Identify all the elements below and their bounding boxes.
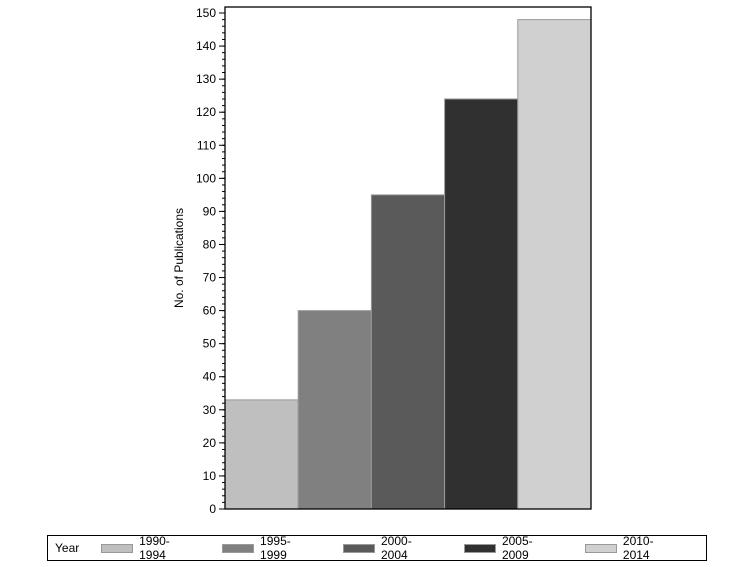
y-tick-label: 60: [203, 304, 217, 318]
legend-item: 1990-1994: [101, 534, 196, 562]
legend-swatch: [464, 543, 496, 553]
bar-2005-2009: [444, 98, 519, 510]
legend-label: 2005-2009: [501, 534, 533, 562]
legend-label: 1995-1999: [260, 534, 291, 562]
bar-1990-1994: [224, 399, 299, 510]
y-tick-label: 120: [196, 105, 216, 119]
y-tick-label: 90: [203, 204, 217, 218]
y-tick-label: 40: [203, 370, 217, 384]
bar-2000-2004: [370, 194, 446, 510]
legend-label: 1990-1994: [139, 534, 170, 562]
y-tick-label: 130: [196, 72, 216, 86]
y-tick-label: 20: [203, 436, 217, 450]
legend-item: 2000-2004: [343, 534, 438, 562]
legend-item: 2010-2014: [585, 534, 680, 562]
legend-swatch: [222, 543, 255, 553]
y-tick-label: 0: [209, 502, 216, 516]
y-tick-label: 140: [196, 39, 216, 53]
y-tick-label: 80: [203, 237, 217, 251]
bar-1995-1999: [297, 310, 372, 510]
legend-item: 2005-2009: [464, 534, 559, 562]
bar-2010-2014: [517, 19, 592, 510]
y-tick-label: 100: [196, 171, 216, 185]
y-axis-label: No. of Publications: [172, 208, 186, 308]
legend-item: 1995-1999: [222, 534, 317, 562]
y-tick-label: 110: [197, 138, 216, 152]
y-tick-label: 150: [196, 6, 216, 20]
y-tick-label: 70: [203, 271, 217, 285]
y-tick-label: 50: [203, 337, 217, 351]
legend-title: Year: [55, 541, 80, 555]
legend-label: 2000-2004: [381, 534, 412, 562]
y-tick-label: 10: [203, 469, 217, 483]
legend-swatch: [343, 543, 375, 553]
legend: Year 1990-1994 1995-1999 2000-2004 2005-200…: [47, 534, 707, 562]
legend-swatch: [585, 543, 617, 553]
y-tick-label: 30: [203, 403, 217, 417]
legend-swatch: [101, 543, 134, 553]
legend-label: 2010-2014: [622, 534, 654, 562]
